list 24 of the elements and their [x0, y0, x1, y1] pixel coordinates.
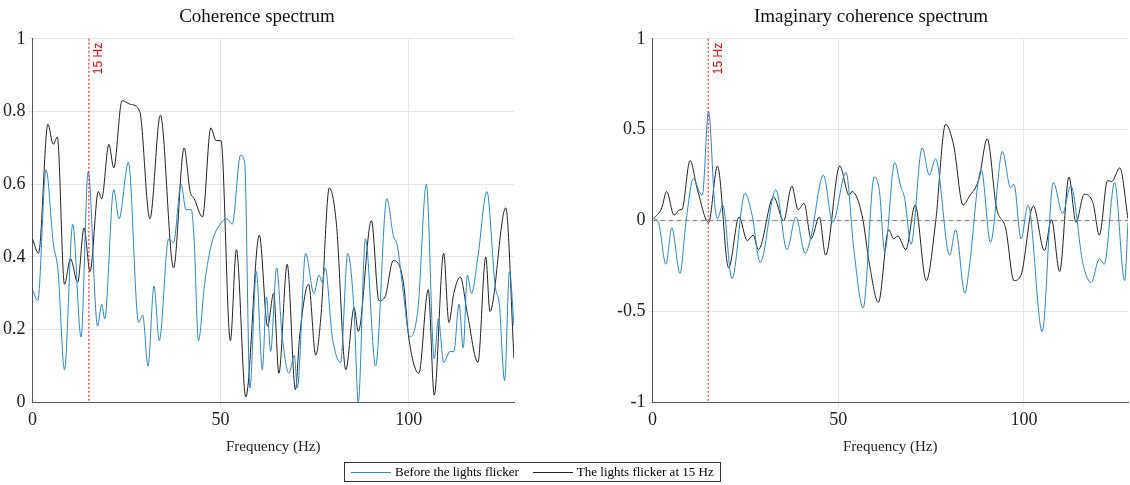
- x-tick-label: 100: [1010, 408, 1038, 429]
- chart-title: Imaginary coherence spectrum: [753, 5, 989, 27]
- y-tick-label: 1: [16, 27, 26, 48]
- x-axis-title: Frequency (Hz): [225, 437, 321, 455]
- y-tick-label: 0.8: [3, 100, 26, 121]
- y-tick-label: 0.4: [3, 245, 26, 266]
- ref-line-label: 15 Hz: [91, 42, 106, 75]
- y-tick-label: -1: [630, 391, 646, 412]
- y-tick-label: 0: [636, 209, 646, 230]
- x-tick-label: 100: [395, 408, 423, 429]
- ref-line-label: 15 Hz: [710, 42, 725, 75]
- y-tick-label: 0.6: [3, 172, 26, 193]
- line-series: [32, 100, 514, 398]
- y-tick-label: 0.5: [622, 118, 646, 139]
- legend-label: The lights flicker at 15 Hz: [576, 464, 714, 480]
- y-tick-label: 0: [16, 391, 26, 412]
- x-tick-label: 50: [829, 408, 848, 429]
- legend-label: Before the lights flicker: [395, 464, 519, 480]
- y-tick-label: 1: [636, 27, 646, 48]
- y-tick-label: -0.5: [616, 300, 646, 321]
- y-tick-label: 0.2: [3, 318, 26, 339]
- x-tick-label: 50: [211, 408, 230, 429]
- chart-title: Coherence spectrum: [179, 5, 336, 27]
- x-axis-title: Frequency (Hz): [842, 437, 938, 455]
